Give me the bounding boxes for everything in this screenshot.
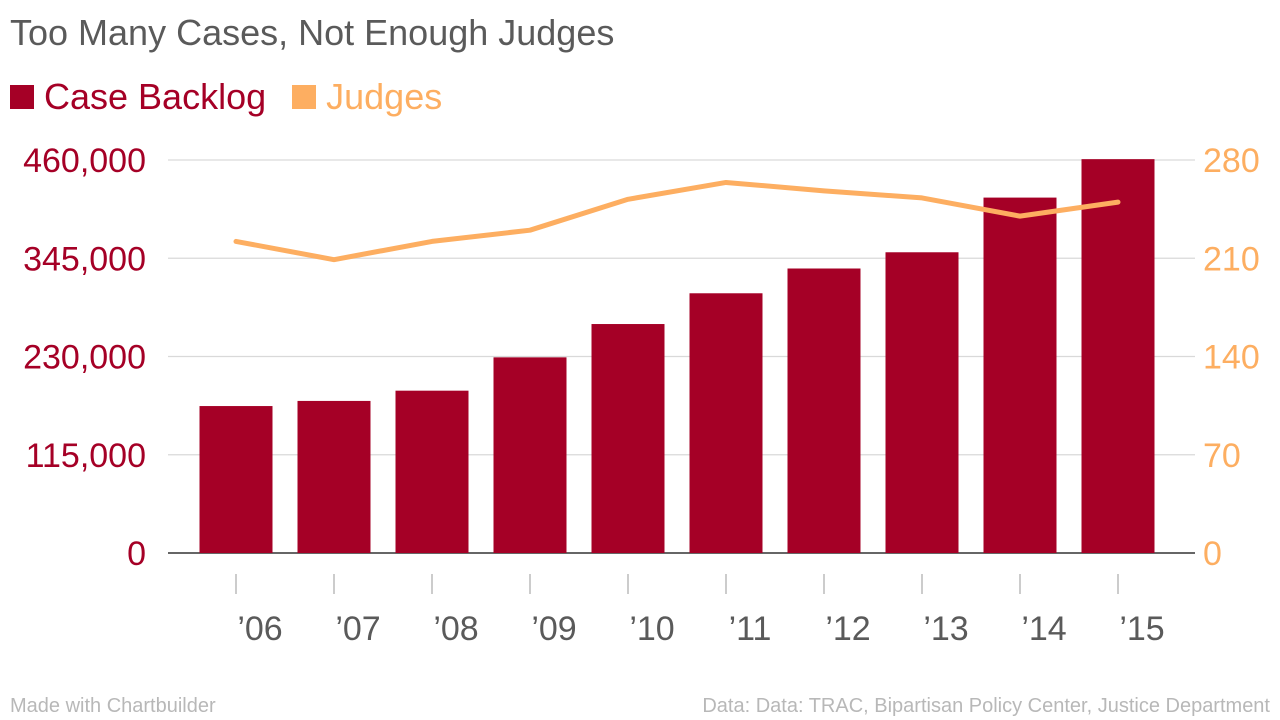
y-left-tick-label: 230,000 [23,339,146,377]
legend-item-case-backlog: Case Backlog [10,76,266,118]
bar [591,324,665,553]
footer-credit: Made with Chartbuilder [10,695,216,717]
legend: Case Backlog Judges [10,76,468,118]
y-right-tick-label: 70 [1203,437,1241,475]
bar [297,400,371,553]
footer-source: Data: Data: TRAC, Bipartisan Policy Cent… [702,695,1270,717]
legend-item-judges: Judges [292,76,442,118]
x-tick-label: ’11 [729,610,772,648]
bar [787,268,861,553]
x-tick-label: ’10 [629,610,674,648]
y-right-tick-label: 140 [1203,339,1260,377]
y-right-tick-label: 0 [1203,535,1222,573]
y-right-tick-label: 280 [1203,142,1260,180]
bar [493,357,567,553]
x-tick-label: ’08 [433,610,478,648]
bar [885,252,959,553]
legend-swatch-case-backlog [10,85,34,109]
x-tick-label: ’12 [825,610,870,648]
x-tick-label: ’07 [335,610,380,648]
bar [199,406,273,553]
x-tick-label: ’06 [237,610,282,648]
bar [395,390,469,553]
legend-swatch-judges [292,85,317,109]
y-left-tick-label: 460,000 [23,142,146,180]
x-tick-label: ’14 [1021,610,1066,648]
bar [689,293,763,553]
legend-label-case-backlog: Case Backlog [44,76,267,117]
y-left-tick-label: 115,000 [26,437,146,475]
y-left-tick-label: 345,000 [23,240,146,278]
x-tick-label: ’15 [1119,610,1164,648]
y-left-tick-label: 0 [127,535,146,573]
x-tick-label: ’13 [923,610,968,648]
chart-title: Too Many Cases, Not Enough Judges [10,12,615,53]
judges-line [233,179,1121,263]
bar [1081,159,1155,554]
legend-label-judges: Judges [326,76,443,117]
x-tick-label: ’09 [531,610,576,648]
y-right-tick-label: 210 [1203,240,1260,278]
bar [983,197,1057,553]
